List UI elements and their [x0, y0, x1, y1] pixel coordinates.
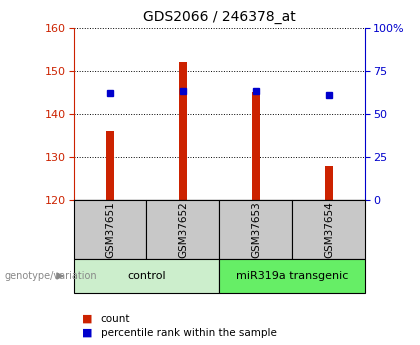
Bar: [325, 166, 333, 200]
Bar: [147, 200, 220, 259]
Text: GSM37652: GSM37652: [178, 201, 188, 258]
Bar: [220, 200, 292, 259]
Text: GSM37654: GSM37654: [324, 201, 334, 258]
Bar: [74, 200, 147, 259]
Text: genotype/variation: genotype/variation: [4, 271, 97, 281]
Text: control: control: [127, 271, 166, 281]
Text: ■: ■: [82, 314, 92, 324]
Text: count: count: [101, 314, 130, 324]
Text: miR319a transgenic: miR319a transgenic: [236, 271, 349, 281]
Text: GSM37653: GSM37653: [251, 201, 261, 258]
Title: GDS2066 / 246378_at: GDS2066 / 246378_at: [143, 10, 296, 24]
Bar: [105, 131, 114, 200]
Text: GSM37651: GSM37651: [105, 201, 115, 258]
Bar: [220, 259, 365, 293]
Bar: [292, 200, 365, 259]
Bar: [74, 259, 220, 293]
Bar: [178, 62, 187, 200]
Bar: [252, 92, 260, 200]
Text: percentile rank within the sample: percentile rank within the sample: [101, 328, 277, 338]
Text: ■: ■: [82, 328, 92, 338]
